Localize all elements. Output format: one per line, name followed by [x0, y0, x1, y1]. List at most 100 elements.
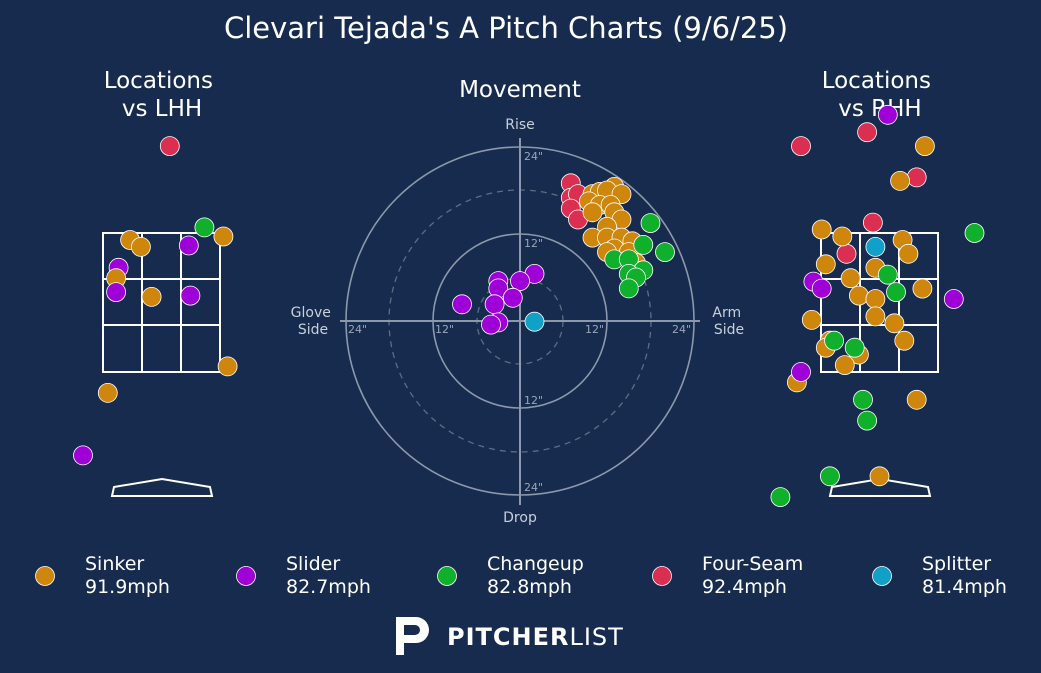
rhh-point-four-seam [907, 168, 926, 187]
panel-title-movement: Movement [459, 77, 581, 103]
rhh-point-changeup [820, 467, 839, 486]
rhh-point-sinker [866, 290, 885, 309]
lhh-point-changeup [195, 218, 214, 237]
legend-pitch-name: Splitter [922, 553, 991, 575]
pitcherlist-logo-mark-icon [396, 617, 429, 655]
logo-wordmark-bold: PITCHER [447, 623, 569, 651]
points-movement [453, 174, 675, 334]
movement-point-slider [511, 272, 530, 291]
movement-point-changeup [634, 235, 653, 254]
axis-label-glove-side-line-1: Glove [291, 305, 331, 321]
rhh-point-changeup [858, 411, 877, 430]
rhh-point-slider [812, 279, 831, 298]
panel-title-lhh-line-1: Locations [104, 68, 213, 94]
ring-label-24-left: 24" [348, 323, 367, 336]
movement-point-slider [482, 315, 501, 334]
axis-label-glove-side: Glove Side [291, 305, 336, 338]
movement-point-sinker [583, 203, 602, 222]
ring-label-24-right: 24" [672, 323, 691, 336]
movement-point-slider [485, 295, 504, 314]
rhh-point-changeup [965, 224, 984, 243]
legend-marker-slider [237, 567, 256, 586]
ring-label-24-bottom: 24" [524, 481, 543, 494]
rhh-point-changeup [771, 488, 790, 507]
rhh-point-four-seam [858, 123, 877, 142]
panel-title-lhh-line-2: vs LHH [122, 96, 202, 122]
legend-pitch-speed: 82.8mph [487, 576, 572, 598]
legend-marker-four-seam [653, 567, 672, 586]
rhh-point-four-seam [863, 213, 882, 232]
axis-label-drop: Drop [503, 510, 537, 526]
legend-pitch-speed: 91.9mph [85, 576, 170, 598]
lhh-point-slider [179, 236, 198, 255]
legend-pitch-speed: 92.4mph [702, 576, 787, 598]
logo-wordmark-light: LIST [569, 623, 623, 651]
rhh-point-sinker [835, 356, 854, 375]
points-lhh [74, 137, 238, 465]
legend-marker-sinker [36, 567, 55, 586]
rhh-point-sinker [816, 255, 835, 274]
ring-label-12-right: 12" [585, 323, 604, 336]
rhh-point-four-seam [792, 137, 811, 156]
panel-locations-rhh: Locations vs RHH [771, 68, 984, 507]
lhh-point-sinker [131, 237, 150, 256]
ring-label-12-top: 12" [524, 237, 543, 250]
lhh-point-slider [107, 283, 126, 302]
axis-label-arm-side-line-2: Side [714, 322, 744, 338]
rhh-point-sinker [866, 307, 885, 326]
lhh-point-slider [181, 286, 200, 305]
rhh-point-slider [878, 105, 897, 124]
lhh-point-sinker [218, 357, 237, 376]
legend-pitch-speed: 81.4mph [922, 576, 1007, 598]
rhh-point-sinker [907, 390, 926, 409]
rhh-point-changeup [825, 331, 844, 350]
lhh-point-sinker [214, 227, 233, 246]
ring-label-24-top: 24" [524, 150, 543, 163]
rhh-point-sinker [885, 314, 904, 333]
movement-point-slider [503, 288, 522, 307]
ring-label-12-left: 12" [435, 323, 454, 336]
rhh-point-sinker [841, 269, 860, 288]
axis-label-arm-side: Arm Side [712, 305, 745, 338]
ring-label-12-bottom: 12" [524, 394, 543, 407]
movement-point-splitter [525, 312, 544, 331]
legend-marker-changeup [438, 567, 457, 586]
panel-title-rhh-line-1: Locations [822, 68, 931, 94]
rhh-point-splitter [866, 237, 885, 256]
legend-marker-splitter [873, 567, 892, 586]
legend-pitch-name: Four-Seam [702, 553, 803, 575]
legend-pitch-speed: 82.7mph [286, 576, 371, 598]
rhh-point-sinker [849, 286, 868, 305]
movement-point-slider [453, 295, 472, 314]
rhh-point-changeup [878, 265, 897, 284]
lhh-point-sinker [142, 287, 161, 306]
rhh-point-sinker [913, 279, 932, 298]
movement-point-changeup [641, 214, 660, 233]
axis-label-rise: Rise [505, 117, 535, 133]
rhh-point-sinker [802, 310, 821, 329]
movement-rings [340, 138, 700, 505]
panel-movement: Movement 24" 12" 12" 24" 24" 12" 12" 24"… [291, 77, 746, 526]
lhh-point-four-seam [160, 137, 179, 156]
legend-pitch-name: Changeup [487, 553, 584, 575]
pitcherlist-logo: PITCHERLIST [396, 617, 624, 655]
rhh-point-slider [792, 363, 811, 382]
legend-pitch-name: Slider [286, 553, 340, 575]
points-rhh [771, 105, 984, 506]
rhh-point-changeup [854, 390, 873, 409]
rhh-point-sinker [899, 244, 918, 263]
chart-title: Clevari Tejada's A Pitch Charts (9/6/25) [224, 11, 788, 45]
lhh-point-slider [74, 446, 93, 465]
strike-zone-lhh [103, 233, 220, 372]
axis-label-glove-side-line-2: Side [298, 322, 328, 338]
rhh-point-sinker [891, 171, 910, 190]
rhh-point-four-seam [837, 244, 856, 263]
panel-locations-lhh: Locations vs LHH [74, 68, 238, 496]
movement-point-changeup [619, 279, 638, 298]
axis-label-arm-side-line-1: Arm [712, 305, 741, 321]
movement-point-changeup [656, 243, 675, 262]
home-plate-lhh [112, 479, 212, 496]
rhh-point-sinker [870, 467, 889, 486]
